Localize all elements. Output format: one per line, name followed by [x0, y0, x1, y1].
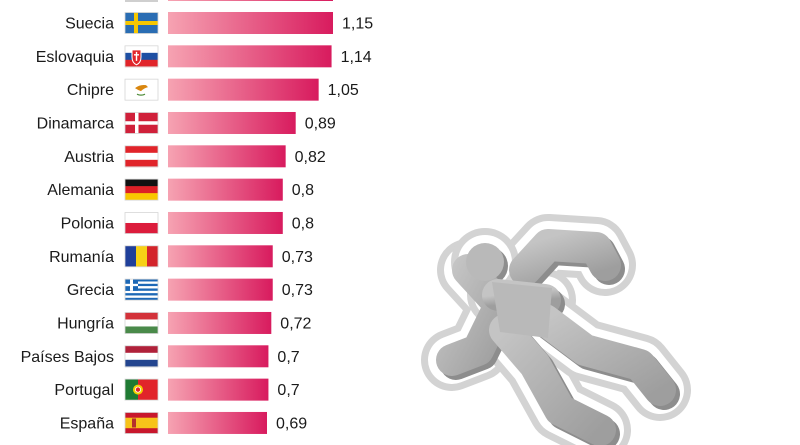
value-label: 0,8 — [292, 182, 314, 199]
bar — [168, 45, 332, 68]
value-label: 1,05 — [328, 82, 359, 99]
cropped-top-row — [125, 0, 333, 2]
bar — [168, 411, 267, 434]
flag-denmark-icon — [124, 112, 159, 134]
bar — [168, 145, 286, 168]
bar-row: Rumanía 0,73 — [49, 245, 313, 268]
bar — [168, 245, 273, 268]
flag-romania-icon — [124, 245, 159, 268]
bar-row: Países Bajos 0,7 — [21, 345, 300, 368]
value-label: 0,72 — [280, 315, 311, 332]
bar-row: Dinamarca 0,89 — [37, 111, 336, 134]
flag-germany-icon — [124, 178, 159, 201]
bar — [168, 111, 296, 134]
bar — [168, 12, 333, 34]
bar — [168, 278, 273, 301]
bar-row: Austria 0,82 — [64, 145, 326, 168]
value-label: 0,69 — [276, 415, 307, 432]
flag-austria-icon — [124, 145, 159, 168]
flag-spain-icon — [124, 412, 159, 434]
bar-row: Alemania 0,8 — [47, 178, 314, 201]
bar — [168, 345, 269, 368]
bar-row: Eslovaquia 1,14 — [36, 45, 372, 68]
value-label: 0,73 — [282, 249, 313, 266]
bar — [168, 178, 283, 201]
category-label: Alemania — [47, 182, 114, 199]
bar-row: Chipre 1,05 — [67, 78, 359, 101]
flag-greece-icon — [124, 278, 159, 301]
category-label: Países Bajos — [21, 349, 114, 366]
flag-hungary-icon — [124, 312, 159, 334]
bar-row: Hungría 0,72 — [57, 311, 312, 334]
bar — [168, 378, 269, 401]
category-label: Polonia — [61, 215, 114, 232]
flag-cyprus-icon — [124, 78, 159, 101]
category-label: Chipre — [67, 82, 114, 99]
bar-row: Suecia 1,15 — [65, 12, 373, 34]
flag-sweden-icon — [124, 12, 159, 34]
category-label: Eslovaquia — [36, 49, 114, 66]
flag-slovakia-icon — [124, 45, 159, 68]
flag-poland-icon — [124, 212, 159, 234]
chart-rows: Suecia 1,15 Eslovaquia 1,14 Chipre 1,05 Dinama… — [21, 12, 373, 434]
category-label: Hungría — [57, 315, 114, 332]
category-label: Portugal — [54, 382, 114, 399]
flag-portugal-icon — [124, 378, 159, 401]
value-label: 0,8 — [292, 215, 314, 232]
category-label: Suecia — [65, 16, 114, 33]
category-label: Grecia — [67, 282, 114, 299]
body-outline-icon — [421, 214, 691, 445]
bar-row: Portugal 0,7 — [54, 378, 300, 401]
value-label: 0,82 — [295, 149, 326, 166]
value-label: 0,7 — [277, 349, 299, 366]
flag-netherlands-icon — [124, 345, 159, 368]
bar-row: Grecia 0,73 — [67, 278, 313, 301]
bar — [168, 311, 272, 334]
value-label: 1,15 — [342, 16, 373, 33]
category-label: España — [60, 415, 114, 432]
value-label: 1,14 — [341, 49, 372, 66]
value-label: 0,73 — [282, 282, 313, 299]
category-label: Austria — [64, 149, 114, 166]
bar — [168, 78, 319, 101]
value-label: 0,7 — [277, 382, 299, 399]
bar — [168, 211, 283, 234]
value-label: 0,89 — [305, 115, 336, 132]
category-label: Dinamarca — [37, 115, 114, 132]
bar-row: España 0,69 — [60, 411, 307, 434]
category-label: Rumanía — [49, 249, 114, 266]
bar-row: Polonia 0,8 — [61, 211, 314, 234]
